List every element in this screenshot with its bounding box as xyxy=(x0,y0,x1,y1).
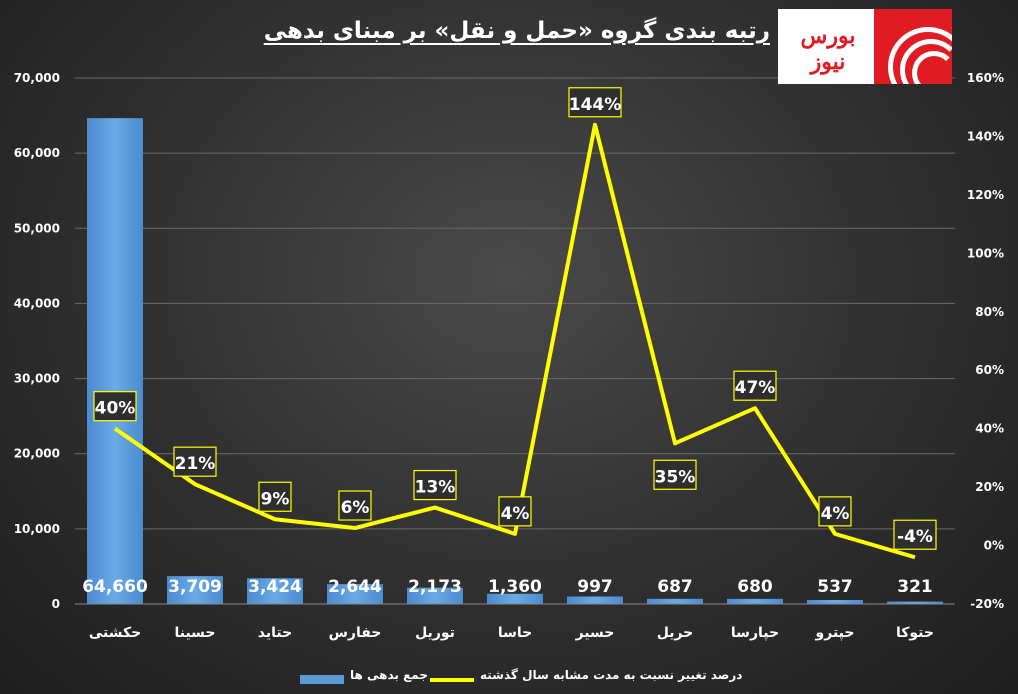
bar-value-label: 997 xyxy=(577,577,613,597)
line-value-label: 144% xyxy=(569,95,622,115)
chart-legend: جمع بدهی ها درصد تغییر نسبت به مدت مشابه… xyxy=(0,664,1018,688)
bar xyxy=(727,598,783,604)
y-right-tick-label: 20% xyxy=(975,480,1004,494)
bar xyxy=(887,601,943,604)
y-right-tick-label: 80% xyxy=(975,305,1004,319)
y-right-tick-label: 160% xyxy=(967,71,1004,85)
y-right-tick-label: 140% xyxy=(967,129,1004,143)
bar xyxy=(807,599,863,604)
legend-swatch-line xyxy=(430,678,474,682)
chart-title: رتبه بندی گروه «حمل و نقل» بر مبنای بدهی xyxy=(263,18,770,44)
y-left-tick-label: 70,000 xyxy=(14,71,60,85)
y-left-tick-label: 10,000 xyxy=(14,522,60,536)
line-value-label: 47% xyxy=(735,378,776,398)
y-left-tick-label: 20,000 xyxy=(14,447,60,461)
logo-emblem-icon xyxy=(874,9,952,84)
bar xyxy=(247,578,303,604)
y-right-tick-label: -20% xyxy=(970,597,1004,611)
y-left-tick-label: 30,000 xyxy=(14,372,60,386)
legend-label-change: درصد تغییر نسبت به مدت مشابه سال گذشته xyxy=(480,668,743,682)
borsnews-logo: بورس نیوز xyxy=(778,9,952,84)
bar-value-label: 2,173 xyxy=(408,577,462,597)
x-tick-label: حکشتی xyxy=(89,625,141,641)
x-tick-label: حسینا xyxy=(174,625,215,641)
legend-label-debt: جمع بدهی ها xyxy=(350,668,428,682)
y-left-tick-label: 0 xyxy=(52,597,60,611)
line-value-label: 4% xyxy=(501,504,530,524)
bar xyxy=(487,593,543,604)
line-value-label: 6% xyxy=(341,498,370,518)
line-label-box xyxy=(733,370,777,401)
bar xyxy=(567,596,623,604)
bar-value-label: 537 xyxy=(817,577,853,597)
line-label-box xyxy=(818,496,852,527)
line-value-label: 4% xyxy=(821,504,850,524)
bar-value-label: 2,644 xyxy=(328,577,382,597)
line-label-box xyxy=(413,469,457,501)
y-right-tick-label: 60% xyxy=(975,363,1004,377)
line-label-box xyxy=(173,446,217,477)
bar-value-label: 3,424 xyxy=(248,577,302,597)
line-value-label: 35% xyxy=(655,467,696,487)
line-label-box xyxy=(258,481,292,512)
x-tick-label: حپترو xyxy=(815,625,855,641)
y-right-tick-label: 40% xyxy=(975,422,1004,436)
line-label-box xyxy=(498,496,532,527)
bar-value-label: 1,360 xyxy=(488,577,542,597)
line-value-label: -4% xyxy=(897,527,933,547)
line-label-box xyxy=(338,490,372,521)
line-label-box xyxy=(893,519,937,550)
bar xyxy=(327,584,383,604)
y-left-tick-label: 60,000 xyxy=(14,146,60,160)
x-tick-label: حریل xyxy=(657,625,694,641)
line-value-label: 13% xyxy=(415,478,456,498)
line-label-box xyxy=(653,459,697,490)
x-tick-label: حتوکا xyxy=(896,625,934,641)
logo-text: بورس نیوز xyxy=(800,23,856,75)
bar-value-label: 321 xyxy=(897,577,933,597)
y-right-tick-label: 100% xyxy=(967,246,1004,260)
bar xyxy=(167,576,223,604)
line-value-label: 9% xyxy=(261,489,290,509)
bar-value-label: 64,660 xyxy=(82,577,148,597)
y-left-tick-label: 40,000 xyxy=(14,296,60,310)
y-right-tick-label: 0% xyxy=(984,539,1004,553)
line-value-label: 40% xyxy=(95,399,136,419)
line-series xyxy=(113,122,916,560)
x-tick-label: حفارس xyxy=(329,625,382,641)
line-label-box xyxy=(93,391,137,422)
line-value-label: 21% xyxy=(175,454,216,474)
x-tick-label: حسیر xyxy=(575,625,615,641)
bar xyxy=(87,118,143,605)
y-left-tick-label: 50,000 xyxy=(14,221,60,235)
bar xyxy=(647,598,703,604)
line-label-box xyxy=(568,87,622,118)
y-right-tick-label: 120% xyxy=(967,188,1004,202)
x-tick-label: توریل xyxy=(415,625,455,641)
bar-value-label: 3,709 xyxy=(168,577,222,597)
bar-value-label: 687 xyxy=(657,577,693,597)
bar-value-label: 680 xyxy=(737,577,773,597)
x-tick-label: حتاید xyxy=(258,625,292,641)
x-tick-label: حپارسا xyxy=(731,625,779,641)
x-tick-label: حاسا xyxy=(498,625,532,641)
legend-swatch-bar xyxy=(300,675,344,684)
bar xyxy=(407,587,463,604)
